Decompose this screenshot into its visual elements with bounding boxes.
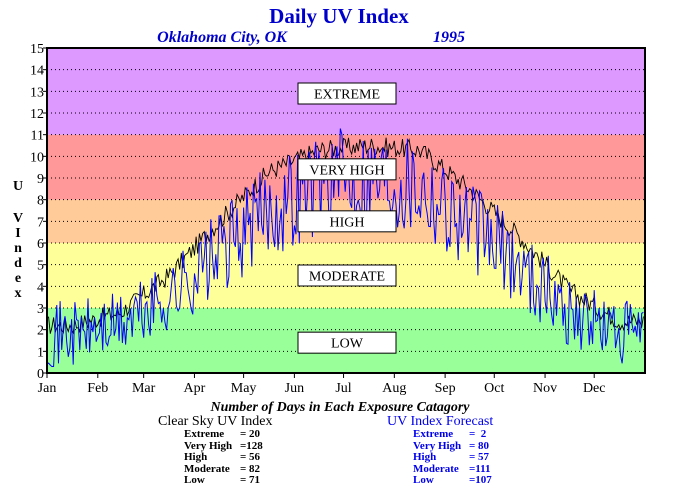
clear-sky-stat-row-value: = 82	[240, 462, 261, 475]
chart-subtitle-year: 1995	[433, 29, 465, 46]
band-label-moderate: MODERATE	[309, 270, 385, 285]
x-tick-label: Mar	[132, 381, 156, 396]
band-label-box-moderate	[297, 264, 397, 287]
forecast-stat-row-value: =111	[469, 462, 491, 475]
band-label-high: HIGH	[330, 215, 365, 230]
clear-sky-stat-row-label: High	[184, 451, 208, 463]
y-tick-label: 1	[37, 345, 44, 360]
x-tick-label: May	[231, 381, 257, 396]
y-tick-label: 4	[37, 280, 44, 295]
series-line-forecast	[46, 128, 644, 367]
forecast-stat-row-label: Extreme	[413, 428, 454, 440]
chart-subtitle-location: Oklahoma City, OK	[157, 29, 288, 46]
forecast-stat-row: Low =107	[387, 474, 493, 487]
y-tick-label: 8	[37, 194, 44, 209]
x-tick-label: Apr	[184, 381, 206, 396]
forecast-stat-row-label: Low	[413, 474, 434, 486]
clear-sky-stat-row-label: Extreme	[184, 428, 225, 440]
clear-sky-stat-row: Very High =128	[158, 439, 272, 453]
x-tick-label: Nov	[533, 381, 557, 396]
x-tick-label: Dec	[583, 381, 606, 396]
clear-sky-stats-heading: Clear Sky UV Index	[158, 414, 273, 429]
clear-sky-stat-row: Low = 71	[158, 474, 272, 487]
x-tick-label: Sep	[435, 381, 456, 396]
clear-sky-stat-row-label: Low	[184, 474, 205, 486]
band-label-box-extreme	[297, 82, 397, 105]
y-tick-label: 15	[30, 42, 44, 57]
band-label-box-high	[297, 210, 397, 233]
clear-sky-stat-row-label: Very High	[184, 439, 233, 452]
forecast-stat-row-label: High	[413, 451, 437, 463]
forecast-stat-row: Extreme = 2	[387, 428, 493, 441]
forecast-stat-row-value: =107	[469, 474, 492, 486]
band-label-low: LOW	[331, 337, 364, 352]
x-tick-label: Jul	[335, 381, 351, 396]
forecast-stat-row: Very High = 80	[387, 439, 493, 453]
y-tick-label: 3	[37, 302, 44, 317]
forecast-stat-row-label: Very High	[413, 439, 462, 452]
y-tick-label: 6	[37, 237, 44, 252]
plot-frame	[46, 47, 646, 374]
categories-caption: Number of Days in Each Exposure Catagory	[210, 400, 470, 415]
clear-sky-stat-row-label: Moderate	[184, 462, 230, 475]
forecast-stat-row: Moderate =111	[387, 462, 493, 476]
x-tick-label: Jan	[38, 381, 57, 396]
x-tick-label: Jun	[285, 381, 304, 396]
y-tick-label: 11	[31, 129, 44, 144]
clear-sky-stat-row: Extreme = 20	[158, 428, 272, 441]
band-label-very-high: VERY HIGH	[309, 163, 384, 178]
forecast-stat-row-value: = 2	[469, 428, 487, 440]
y-tick-label: 12	[30, 107, 44, 122]
y-tick-label: 2	[37, 324, 44, 339]
forecast-stats: UV Index Forecast Extreme = 2 Very High = 8…	[387, 414, 493, 487]
x-tick-label: Oct	[484, 381, 504, 396]
y-tick-label: 9	[37, 172, 44, 187]
clear-sky-stat-row: High = 56	[158, 451, 272, 464]
band-label-box-low	[297, 331, 397, 354]
y-tick-label: 0	[37, 367, 44, 382]
band-label-box-very-high	[297, 158, 397, 181]
x-tick-label: Feb	[87, 381, 108, 396]
forecast-stat-row-label: Moderate	[413, 462, 459, 475]
y-tick-label: 5	[37, 259, 44, 274]
forecast-stats-heading: UV Index Forecast	[387, 414, 494, 429]
clear-sky-stat-row: Moderate = 82	[158, 462, 272, 476]
uv-chart: Daily UV Index Oklahoma City, OK 1995 LO…	[13, 4, 646, 396]
x-tick-label: Aug	[382, 381, 406, 396]
forecast-stat-row-value: = 57	[469, 451, 490, 463]
clear-sky-stat-row-value: = 56	[240, 451, 261, 463]
y-tick-label: 10	[30, 150, 44, 165]
y-tick-label: 14	[30, 64, 44, 79]
forecast-stat-row: High = 57	[387, 451, 493, 464]
clear-sky-stats: Clear Sky UV Index Extreme = 20 Very High =…	[158, 414, 272, 487]
clear-sky-stat-row-value: =128	[240, 439, 263, 452]
clear-sky-stat-row-value: = 71	[240, 474, 261, 486]
y-tick-label: 13	[30, 85, 44, 100]
chart-title: Daily UV Index	[269, 4, 409, 28]
band-label-extreme: EXTREME	[314, 88, 380, 103]
y-tick-label: 7	[37, 215, 44, 230]
clear-sky-stat-row-value: = 20	[240, 428, 261, 440]
forecast-stat-row-value: = 80	[469, 439, 490, 452]
